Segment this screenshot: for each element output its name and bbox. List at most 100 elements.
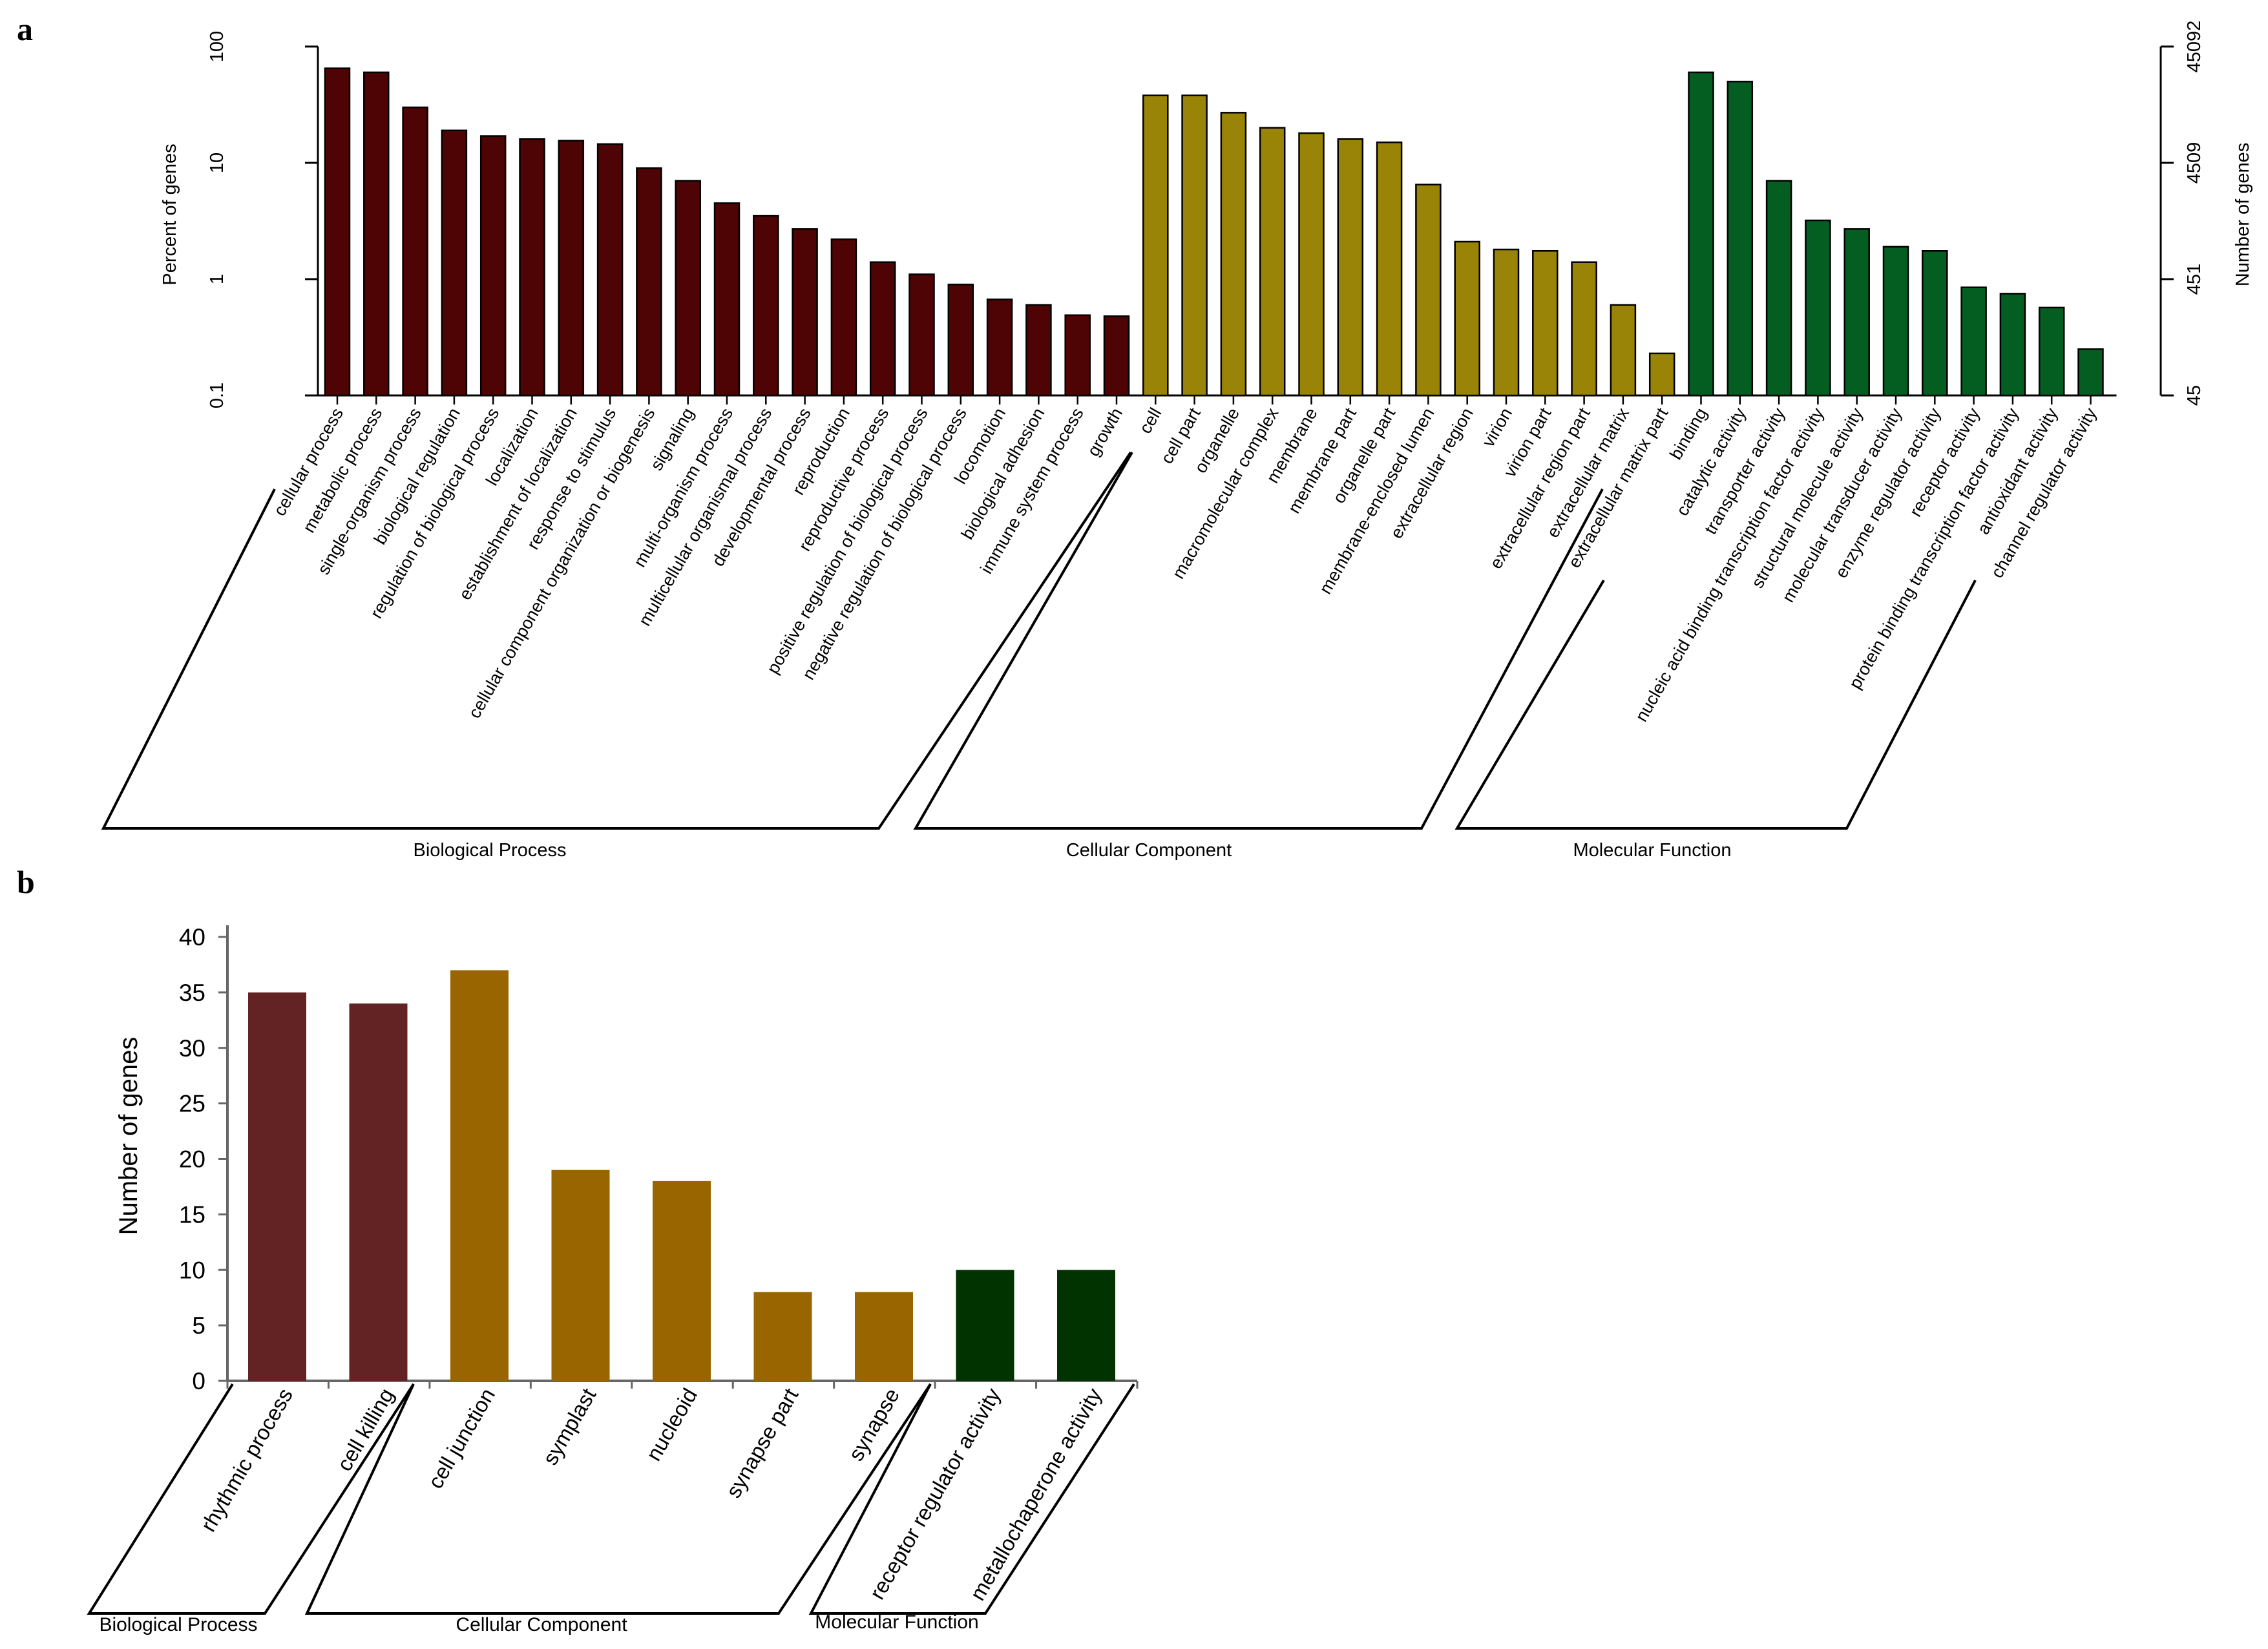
bar-cell-part <box>1181 94 1208 397</box>
bar-protein-binding-transcription-factor-activity <box>1999 293 2026 397</box>
bar-positive-regulation-of-biological-process <box>908 273 935 397</box>
bar-negative-regulation-of-biological-process <box>947 283 974 397</box>
bar-channel-regulator-activity <box>2077 348 2104 397</box>
y-tick-label: 10 <box>179 1257 205 1283</box>
y-tick-label: 0 <box>192 1368 205 1394</box>
category-label-rhythmic-process: rhythmic process <box>196 1384 297 1535</box>
group-bracket-cellular-component <box>913 452 1604 830</box>
bar-receptor-activity <box>1960 286 1987 397</box>
category-label-cell: cell <box>1135 404 1165 437</box>
group-label-molecular-function: Molecular Function <box>1573 840 1732 861</box>
group-bracket-molecular-function <box>808 1383 1135 1615</box>
y-tick-label-right: 451 <box>2184 264 2205 295</box>
y-tick-label-left: 100 <box>207 31 227 62</box>
bar-multicellular-organismal-process <box>753 215 779 397</box>
bar-immune-system-process <box>1064 314 1091 397</box>
bar-nucleic-acid-binding-transcription-factor-activity <box>1805 219 1831 397</box>
bar-developmental-process <box>792 228 818 397</box>
bar-metabolic-process <box>363 71 390 397</box>
bar-membrane-enclosed-lumen <box>1415 184 1442 397</box>
panel-b-letter: b <box>17 864 35 900</box>
panel-b-group-brackets: Biological Process Cellular Component Mole… <box>87 1383 1135 1635</box>
bar-molecular-transducer-activity <box>1882 246 1909 397</box>
group-bracket-cellular-component <box>304 1383 932 1615</box>
bar-growth <box>1103 315 1130 397</box>
y-tick-label: 35 <box>179 980 205 1006</box>
bar-organelle-part <box>1376 142 1403 397</box>
y-tick-label-right: 45 <box>2184 385 2205 406</box>
bar-multi-organism-process <box>713 202 740 397</box>
panel-a-letter: a <box>17 11 33 47</box>
bar-reproductive-process <box>869 261 896 397</box>
category-label-symplast: symplast <box>538 1384 600 1469</box>
bar-virion-part <box>1532 250 1559 397</box>
panel-a-bars <box>324 67 2104 397</box>
bar-extracellular-region-part <box>1571 261 1597 397</box>
bar-establishment-of-localization <box>558 140 585 397</box>
category-label-cell-junction: cell junction <box>423 1384 499 1493</box>
y-tick-label-left: 0.1 <box>207 383 227 408</box>
bar-cellular-component-organization-or-biogenesis <box>636 167 662 397</box>
bar-extracellular-region <box>1454 240 1480 397</box>
bar-cell-junction <box>450 970 509 1381</box>
bar-synapse <box>855 1292 913 1381</box>
y-tick-label-right: 45092 <box>2184 21 2205 73</box>
bar-transporter-activity <box>1765 180 1792 397</box>
group-bracket-biological-process <box>87 1383 415 1615</box>
y-tick-label: 15 <box>179 1201 205 1228</box>
bar-binding <box>1688 71 1714 397</box>
y-tick-label: 20 <box>179 1146 205 1173</box>
category-label-cell-killing: cell killing <box>332 1384 399 1475</box>
bar-macromolecular-complex <box>1259 127 1286 397</box>
bar-virion <box>1493 248 1520 397</box>
y-tick-label-left: 1 <box>207 274 227 284</box>
bar-extracellular-matrix-part <box>1648 352 1675 397</box>
bar-metallochaperone-activity <box>1057 1270 1115 1381</box>
bar-cell-killing <box>349 1003 408 1381</box>
bar-single-organism-process <box>402 106 428 397</box>
y-tick-label-right: 4509 <box>2184 142 2205 184</box>
bar-membrane-part <box>1337 138 1364 397</box>
group-bracket-molecular-function <box>1454 579 1977 830</box>
group-bracket-biological-process <box>101 451 1132 830</box>
bar-synapse-part <box>753 1292 812 1381</box>
bar-membrane <box>1298 132 1325 397</box>
bar-biological-regulation <box>441 129 468 397</box>
category-label-nucleoid: nucleoid <box>642 1384 702 1465</box>
bar-biological-adhesion <box>1025 304 1052 397</box>
group-label-biological-process: Biological Process <box>414 840 567 861</box>
category-label-growth: growth <box>1084 404 1127 459</box>
bar-locomotion <box>986 299 1013 397</box>
y-axis-label-right: Number of genes <box>2232 143 2253 286</box>
panel-a-group-brackets: Biological Process Cellular Component Mole… <box>101 451 1977 861</box>
y-tick-label-left: 10 <box>207 152 227 173</box>
bar-organelle <box>1220 112 1247 397</box>
panel-a: a 0.1 1 10 100 45 451 4509 45092 Percent of gene… <box>17 11 2253 861</box>
panel-b-bars <box>248 970 1115 1381</box>
bar-symplast <box>551 1170 610 1381</box>
bar-antioxidant-activity <box>2038 306 2065 397</box>
bar-response-to-stimulus <box>596 143 624 397</box>
bar-signaling <box>675 180 701 397</box>
bar-enzyme-regulator-activity <box>1922 250 1948 397</box>
group-label-biological-process: Biological Process <box>99 1614 257 1635</box>
group-label-molecular-function: Molecular Function <box>815 1612 978 1633</box>
bar-rhythmic-process <box>248 992 306 1381</box>
y-axis-label-left: Percent of genes <box>160 143 180 285</box>
bar-nucleoid <box>653 1181 711 1381</box>
bar-extracellular-matrix <box>1610 304 1637 397</box>
bar-cellular-process <box>324 67 351 397</box>
category-label-virion: virion <box>1478 404 1516 450</box>
bar-catalytic-activity <box>1727 80 1754 397</box>
y-tick-label: 40 <box>179 924 205 951</box>
y-axis-label: Number of genes <box>114 1037 143 1235</box>
bar-structural-molecule-activity <box>1843 228 1870 397</box>
group-label-cellular-component: Cellular Component <box>456 1614 627 1635</box>
y-tick-label: 5 <box>192 1312 205 1339</box>
bar-cell <box>1142 94 1169 397</box>
bar-regulation-of-biological-process <box>479 135 507 397</box>
bar-localization <box>519 138 545 397</box>
y-tick-label: 25 <box>179 1091 205 1117</box>
